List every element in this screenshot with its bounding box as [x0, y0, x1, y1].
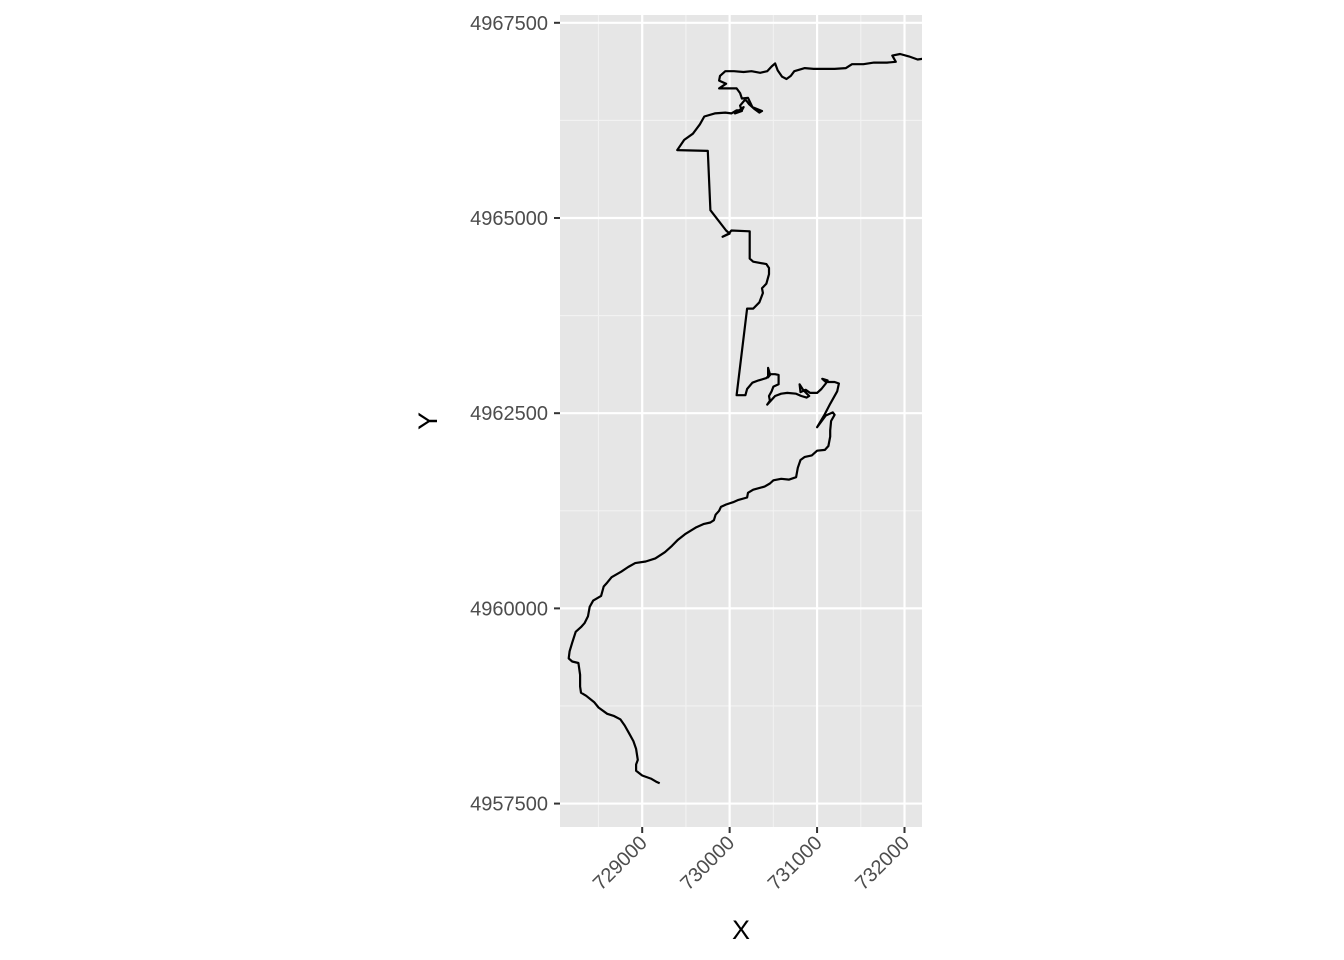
plot-panel: [560, 15, 922, 827]
y-tick-label: 4957500: [470, 794, 548, 816]
x-axis-title: X: [732, 915, 750, 945]
y-axis-title: Y: [413, 412, 443, 430]
y-tick-label: 4962500: [470, 403, 548, 425]
y-axis: 4957500 4960000 4962500 4965000 4967500: [470, 13, 560, 816]
y-tick-label: 4960000: [470, 598, 548, 620]
y-tick-label: 4965000: [470, 208, 548, 230]
series-layer: [567, 52, 922, 785]
major-gridlines: [560, 15, 922, 827]
series-line: [567, 52, 922, 785]
y-tick-label: 4967500: [470, 13, 548, 35]
